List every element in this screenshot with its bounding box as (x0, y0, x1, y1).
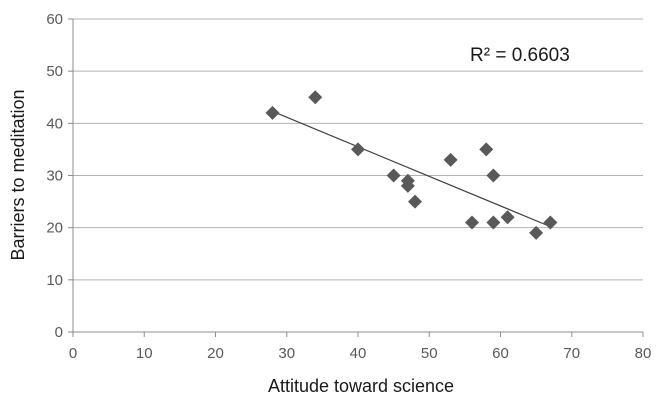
data-point (486, 168, 501, 183)
y-tick-label: 60 (46, 11, 63, 28)
data-point (465, 215, 479, 230)
data-points (265, 90, 558, 240)
y-tick-label: 50 (46, 63, 63, 80)
gridlines (73, 18, 643, 281)
r-squared-annotation: R² = 0.6603 (470, 45, 570, 66)
data-point (500, 210, 515, 225)
data-point (486, 215, 501, 230)
x-tick-label: 60 (492, 345, 509, 362)
data-point (308, 90, 323, 105)
axes (68, 18, 644, 337)
x-tick-label: 0 (69, 345, 77, 362)
y-tick-label: 0 (55, 324, 63, 341)
x-axis-title: Attitude toward science (268, 376, 454, 396)
data-point (400, 178, 415, 193)
x-tick-label: 40 (350, 345, 367, 362)
data-point (386, 168, 401, 183)
y-tick-label: 20 (46, 220, 63, 237)
y-tick-label: 40 (46, 115, 63, 132)
tick-labels: 0 10 20 30 40 50 60 0 10 20 30 40 50 60 70 80 (46, 11, 651, 362)
data-point (543, 215, 558, 230)
data-point (408, 194, 422, 209)
data-point (529, 225, 544, 240)
data-point (479, 142, 494, 157)
x-tick-label: 30 (278, 345, 295, 362)
x-tick-label: 70 (563, 345, 580, 362)
y-tick-label: 30 (46, 168, 63, 185)
y-tick-label: 10 (46, 272, 63, 289)
x-tick-label: 20 (207, 345, 224, 362)
data-point (265, 105, 280, 120)
data-point (443, 152, 458, 167)
x-tick-label: 10 (136, 345, 153, 362)
x-tick-label: 80 (635, 345, 652, 362)
y-axis-title: Barriers to meditation (8, 89, 28, 260)
trendline (272, 110, 551, 228)
x-tick-label: 50 (421, 345, 438, 362)
data-point (351, 142, 365, 157)
